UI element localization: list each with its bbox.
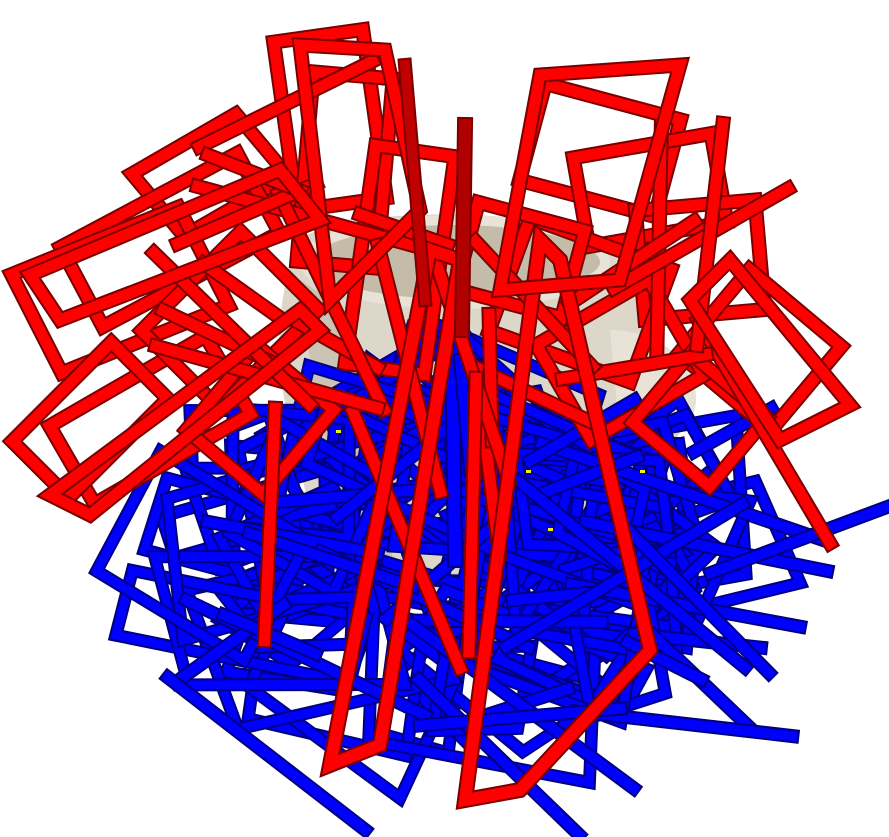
- red-front-frame-layer: [18, 36, 862, 810]
- red-frame: [265, 21, 395, 219]
- blue-bar: [392, 607, 644, 798]
- blue-bar: [496, 494, 752, 657]
- blue-bar: [327, 405, 473, 527]
- blue-frame: [87, 441, 317, 670]
- particle: [548, 528, 553, 531]
- red-bar: [256, 400, 284, 649]
- red-bar: [603, 178, 799, 299]
- red-frame: [668, 258, 852, 442]
- blue-frame: [220, 411, 392, 603]
- red-front-frame: [680, 248, 862, 450]
- red-front-frame: [490, 56, 691, 299]
- red-bar: [189, 51, 383, 157]
- blue-bar: [532, 434, 831, 549]
- blue-bar: [618, 632, 711, 689]
- blue-bar: [701, 498, 889, 583]
- blue-center-post: [443, 336, 464, 569]
- blue-bar: [524, 447, 646, 506]
- blue-bar: [619, 521, 779, 683]
- blue-bar: [394, 613, 609, 629]
- red-front-wedge: [455, 222, 659, 810]
- red-front-frame: [18, 160, 333, 330]
- red-bar: [193, 253, 290, 328]
- red-frame: [120, 104, 300, 246]
- red-front-frame: [35, 300, 332, 524]
- particle: [640, 470, 645, 473]
- blue-bar: [199, 513, 386, 562]
- particle: [526, 470, 531, 473]
- red-front-wedge: [319, 239, 470, 778]
- blue-bar: [240, 524, 423, 596]
- blue-bar: [409, 669, 589, 837]
- red-spike: [397, 57, 433, 308]
- blue-bar: [158, 667, 375, 837]
- particle: [336, 430, 341, 433]
- red-bar: [423, 243, 518, 490]
- red-center-spike: [453, 116, 474, 339]
- red-bar: [461, 370, 484, 660]
